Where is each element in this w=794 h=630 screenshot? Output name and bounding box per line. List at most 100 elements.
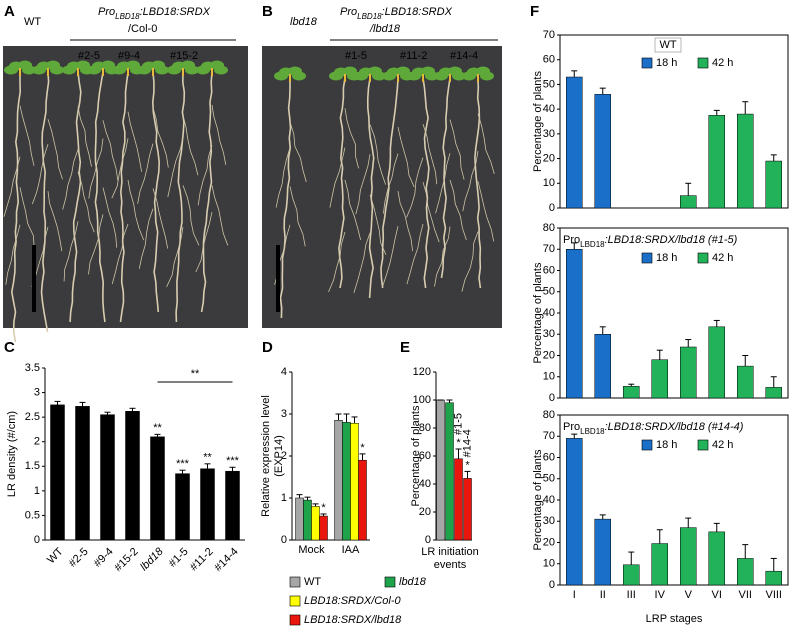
y-tick-label: 20 [543, 349, 555, 361]
legend-swatch [641, 57, 653, 69]
bar [651, 543, 668, 586]
y-axis-label: LR density (#/cm) [6, 411, 18, 497]
lateral-root [197, 145, 213, 206]
y-tick-label: 0 [549, 579, 555, 591]
panel-label: B [262, 3, 273, 20]
bar [454, 458, 463, 541]
y-axis-label: Percentage of plants [410, 405, 422, 506]
lateral-root [449, 119, 465, 180]
root [279, 78, 292, 319]
panel-label: E [400, 339, 410, 356]
lateral-root [406, 157, 424, 218]
title-box [654, 37, 682, 53]
bar [737, 558, 754, 586]
lateral-root [102, 120, 119, 181]
bar [765, 387, 782, 399]
bar [350, 422, 359, 541]
chart-title: WT [659, 39, 676, 51]
bar [680, 346, 697, 399]
legend-swatch [641, 252, 653, 264]
lateral-root [477, 113, 495, 174]
lateral-root [102, 187, 118, 248]
root [200, 71, 213, 313]
bar [50, 404, 65, 541]
legend-label: 42 h [712, 252, 733, 264]
y-tick-label: 4 [281, 366, 287, 378]
y-tick-label: 40 [543, 307, 555, 319]
x-tick-label: WT [45, 545, 66, 566]
y-tick-label: 60 [543, 264, 555, 276]
lateral-root [369, 194, 387, 255]
y-axis-label: Percentage of plants [532, 262, 544, 363]
title-part: Pro [563, 421, 580, 433]
bar [311, 506, 320, 541]
root [175, 71, 186, 323]
bar [594, 94, 611, 209]
leaf [181, 60, 195, 70]
legend-label: 42 h [712, 439, 733, 451]
lateral-root [461, 231, 479, 292]
bar [765, 570, 782, 586]
root [40, 71, 50, 333]
x-tick-label: #1-5 [167, 546, 191, 570]
lateral-root [195, 212, 213, 273]
leaf [151, 60, 165, 70]
lateral-root [88, 214, 104, 275]
construct-part: Pro [98, 6, 115, 18]
chart-title: ProLBD18:LBD18:SRDX/lbd18 (#1-5) [563, 234, 738, 249]
genotype-label: lbd18 [290, 16, 318, 28]
background-label: /lbd18 [369, 23, 401, 35]
x-tick-label: Mock [298, 544, 325, 556]
legend-swatch [289, 595, 301, 607]
x-tick-label: VII [739, 589, 752, 601]
lateral-root [3, 156, 21, 217]
y-tick-label: 50 [543, 286, 555, 298]
lateral-root [211, 104, 227, 165]
y-tick-label: 70 [543, 243, 555, 255]
lateral-root [127, 180, 145, 241]
root [474, 77, 482, 289]
bar [436, 399, 445, 541]
x-tick-label: IAA [342, 544, 360, 556]
bar [765, 160, 782, 209]
leaf [288, 66, 302, 76]
y-tick-label: 40 [543, 103, 555, 115]
lateral-root [406, 223, 424, 285]
y-tick-label: 30 [543, 515, 555, 527]
construct-part: :LBD18:SRDX [140, 6, 211, 18]
legend-label: 18 h [656, 57, 677, 69]
panel-label: F [530, 3, 539, 20]
bar [737, 113, 754, 209]
bar [100, 414, 115, 541]
y-tick-label: 60 [543, 54, 555, 66]
lateral-root [111, 223, 129, 285]
bar [708, 115, 725, 209]
title-part: LBD18 [580, 240, 605, 249]
lateral-root [422, 124, 438, 185]
bar [334, 420, 343, 541]
x-tick-label: VIII [765, 589, 782, 601]
bar [566, 438, 583, 586]
y-tick-label: 60 [419, 450, 431, 462]
line-label: #1-5 [345, 50, 367, 62]
lateral-root [275, 147, 291, 208]
root [440, 77, 451, 279]
y-tick-label: 40 [419, 478, 431, 490]
genotype-label: WT [24, 16, 41, 28]
y-tick-label: 3 [34, 386, 40, 398]
line-label: #14-4 [450, 50, 478, 62]
bar [623, 564, 640, 586]
root [380, 77, 399, 289]
x-tick-label: VI [712, 589, 722, 601]
lateral-root [19, 105, 35, 166]
leaf [126, 60, 140, 70]
plants [3, 60, 495, 343]
x-axis-label: LRP stages [646, 613, 703, 625]
root [94, 71, 106, 323]
lateral-root [355, 154, 371, 215]
x-tick-label: #2-5 [67, 546, 91, 570]
y-tick-label: 20 [419, 506, 431, 518]
bar [303, 499, 312, 541]
construct-part: LBD18 [115, 12, 140, 21]
y-tick-label: 10 [543, 371, 555, 383]
